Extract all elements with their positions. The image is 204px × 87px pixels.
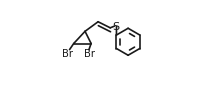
Text: Br: Br — [84, 49, 95, 59]
Text: Br: Br — [62, 49, 73, 59]
Text: S: S — [112, 22, 119, 31]
